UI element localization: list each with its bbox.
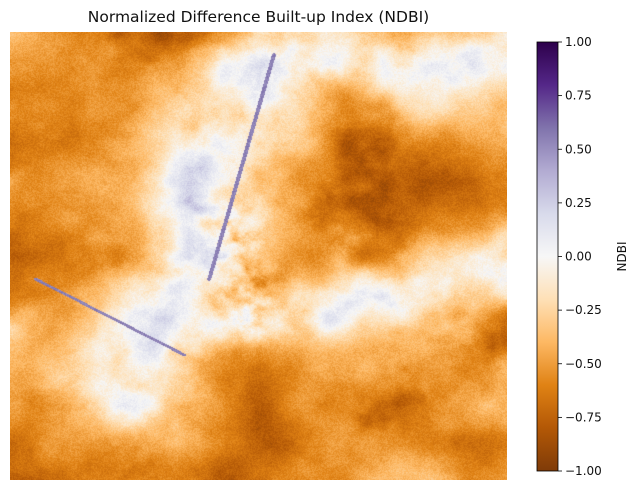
colorbar-tick-label: −1.00 [565,464,602,478]
chart-title: Normalized Difference Built-up Index (ND… [87,8,430,26]
ndbi-heatmap [10,32,507,480]
colorbar-tick-label: −0.75 [565,410,602,424]
colorbar-tick-label: 0.00 [565,250,592,264]
colorbar-tick-label: 0.25 [565,196,592,210]
colorbar-tick-label: 0.75 [565,89,592,103]
colorbar-gradient [536,41,559,472]
colorbar-tick-label: 1.00 [565,35,592,49]
colorbar-tick-label: −0.50 [565,357,602,371]
colorbar-ticks: 1.00 0.75 0.50 0.25 0.00 −0.25 −0.50 −0.75 −1.00 [558,35,602,478]
colorbar-tick-label: −0.25 [565,303,602,317]
colorbar-label: NDBI [615,242,629,272]
colorbar-tick-label: 0.50 [565,142,592,156]
